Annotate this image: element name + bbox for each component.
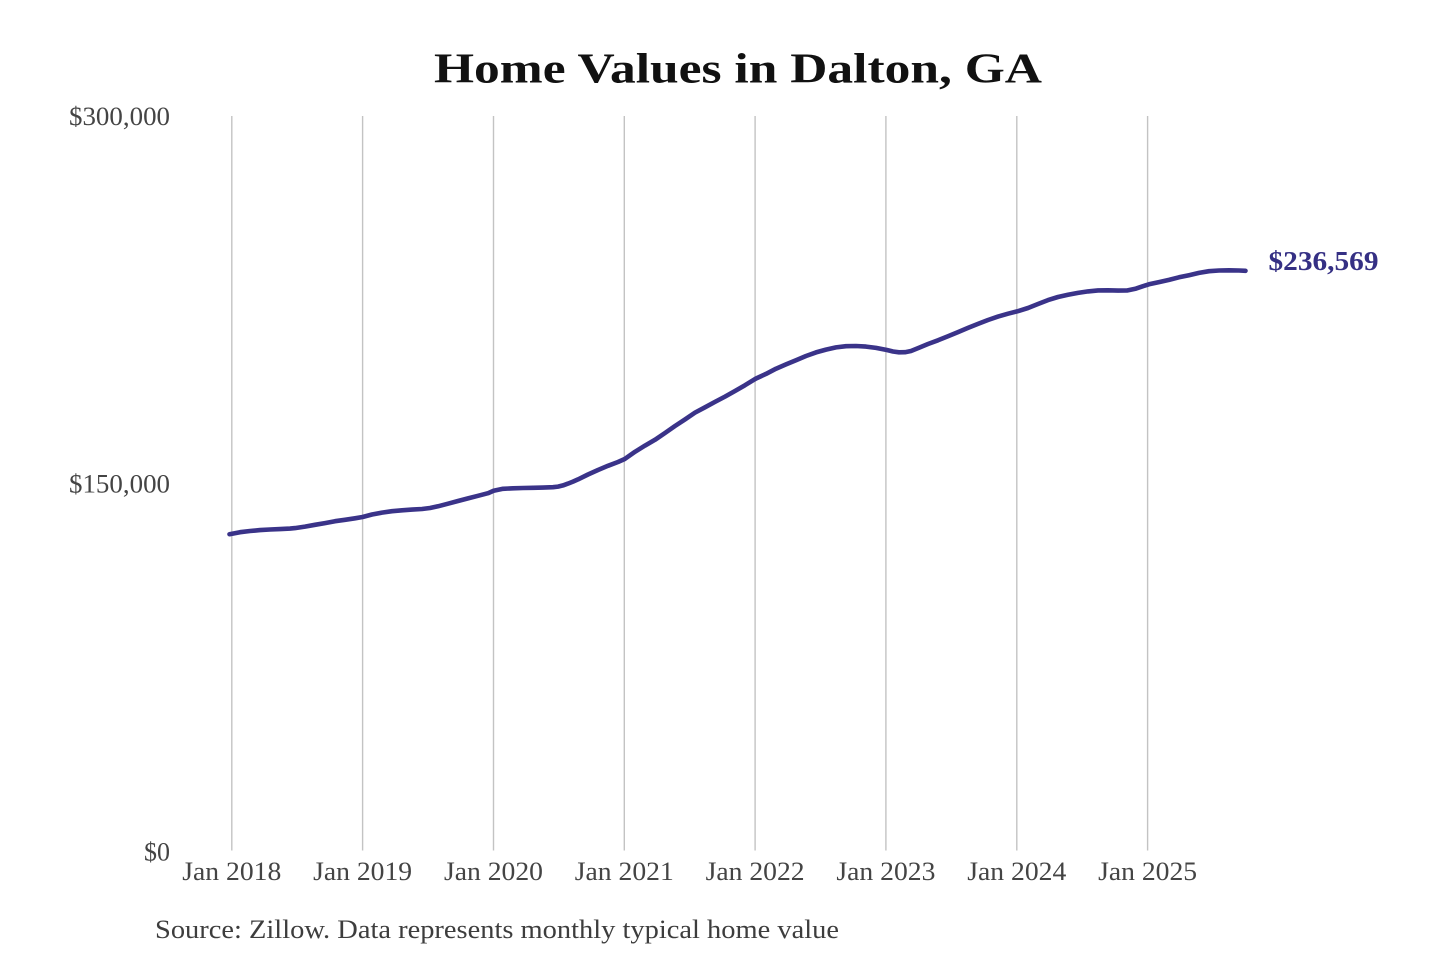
svg-text:Jan 2018: Jan 2018 <box>182 856 281 886</box>
svg-text:Jan 2025: Jan 2025 <box>1098 856 1197 886</box>
svg-text:Jan 2023: Jan 2023 <box>836 856 935 886</box>
svg-text:Jan 2020: Jan 2020 <box>444 856 543 886</box>
svg-text:Jan 2024: Jan 2024 <box>967 856 1066 886</box>
svg-text:Jan 2019: Jan 2019 <box>313 856 412 886</box>
svg-text:$150,000: $150,000 <box>69 469 170 499</box>
svg-text:Home Values in Dalton, GA: Home Values in Dalton, GA <box>434 46 1042 93</box>
svg-text:$300,000: $300,000 <box>69 101 170 131</box>
svg-text:Source: Zillow. Data represent: Source: Zillow. Data represents monthly … <box>155 914 839 944</box>
svg-text:$0: $0 <box>144 837 170 867</box>
svg-text:Jan 2021: Jan 2021 <box>575 856 674 886</box>
svg-text:$236,569: $236,569 <box>1269 245 1379 276</box>
svg-text:Jan 2022: Jan 2022 <box>706 856 805 886</box>
